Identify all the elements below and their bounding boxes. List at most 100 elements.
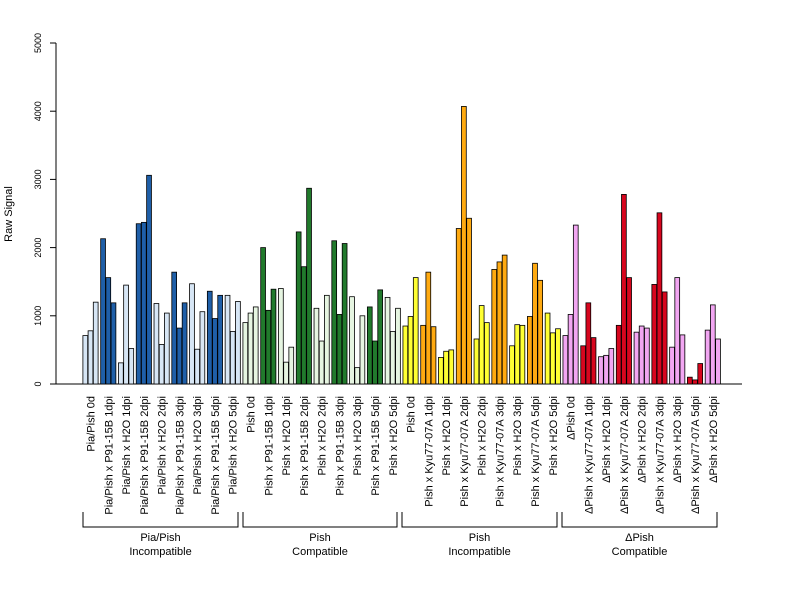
- bar: [359, 315, 366, 385]
- group-label-line1: Pish: [469, 532, 490, 544]
- x-tick-label: Pia/Pish x H2O 3dpi: [192, 396, 204, 494]
- bar: [626, 277, 632, 385]
- bar: [473, 338, 480, 385]
- bar: [484, 322, 490, 385]
- bar: [164, 312, 170, 385]
- x-tick-label: ΔPish x H2O 1dpi: [601, 396, 613, 483]
- group-label-line2: Compatible: [612, 546, 668, 558]
- bar: [265, 309, 272, 385]
- bar: [514, 324, 521, 385]
- bar: [336, 314, 343, 385]
- group-label-line1: ΔPish: [625, 532, 654, 544]
- bar: [443, 350, 449, 385]
- x-tick-label: Pish x Kyu77-07A 3dpi: [494, 396, 506, 507]
- bar: [395, 307, 401, 385]
- bar: [194, 348, 200, 385]
- bar: [585, 302, 592, 385]
- bar: [661, 291, 668, 385]
- bar: [105, 277, 112, 385]
- bar: [448, 349, 455, 385]
- bar: [301, 266, 307, 385]
- bar: [674, 277, 681, 385]
- bar: [532, 262, 538, 385]
- bar: [384, 296, 391, 385]
- bar: [295, 231, 302, 385]
- bar: [306, 187, 312, 385]
- bar: [496, 261, 503, 385]
- bar: [425, 271, 432, 385]
- x-tick-label: Pish x P91-15B 1dpi: [263, 396, 275, 496]
- group-label-line2: Incompatible: [129, 546, 191, 558]
- bar: [692, 379, 698, 385]
- x-tick-label: Pish x Kyu77-07A 2dpi: [459, 396, 471, 507]
- bars-layer: [56, 106, 742, 385]
- bar: [430, 326, 437, 385]
- x-tick-label: Pish x Kyu77-07A 5dpi: [530, 396, 542, 507]
- y-tick-label: 1000: [33, 306, 43, 326]
- bar: [687, 376, 693, 385]
- bar: [598, 356, 604, 385]
- bar: [313, 307, 320, 385]
- bar: [478, 305, 485, 385]
- bar: [206, 290, 213, 385]
- x-tick-label: Pish x P91-15B 3dpi: [334, 396, 346, 496]
- x-tick-label: Pish x H2O 2dpi: [477, 396, 489, 475]
- group-label-line1: Pish: [309, 532, 330, 544]
- x-tick-label: ΔPish x Kyu77-07A 5dpi: [690, 396, 702, 514]
- x-tick-label: Pish x P91-15B 2dpi: [299, 396, 311, 496]
- bar: [562, 335, 569, 385]
- bar: [288, 346, 295, 385]
- bar: [638, 325, 645, 385]
- y-axis-label: Raw Signal: [3, 186, 15, 242]
- bar: [260, 247, 266, 385]
- bar: [229, 331, 236, 385]
- group-bracket: [242, 512, 398, 528]
- x-tick-label: Pish x H2O 1dpi: [441, 396, 453, 475]
- bar: [146, 174, 152, 385]
- x-tick-label: Pia/Pish x H2O 1dpi: [121, 396, 133, 494]
- x-tick-label: ΔPish x H2O 3dpi: [672, 396, 684, 483]
- bar: [181, 302, 188, 385]
- bar: [651, 284, 658, 385]
- bar: [603, 354, 609, 385]
- x-tick-label: Pish x H2O 2dpi: [317, 396, 329, 475]
- bar: [549, 332, 556, 385]
- x-tick-label: Pish x P91-15B 5dpi: [370, 396, 382, 496]
- bar: [555, 328, 561, 385]
- bar: [217, 294, 223, 385]
- bar: [224, 294, 231, 385]
- x-tick-label: ΔPish x Kyu77-07A 2dpi: [619, 396, 631, 514]
- x-tick-label: Pish x H2O 5dpi: [388, 396, 400, 475]
- bar: [278, 288, 284, 385]
- bar: [537, 279, 543, 385]
- bar: [372, 340, 378, 385]
- x-tick-label: ΔPish x Kyu77-07A 3dpi: [654, 396, 666, 514]
- bar: [242, 322, 249, 385]
- bar: [466, 217, 472, 385]
- bar: [608, 348, 615, 385]
- x-tick-label: Pish 0d: [406, 396, 418, 433]
- group-bracket: [561, 512, 718, 528]
- bar: [92, 301, 99, 385]
- bar: [128, 348, 135, 385]
- x-tick-label: Pia/Pish x P91-15B 3dpi: [174, 396, 186, 515]
- x-tick-label: Pish x Kyu77-07A 1dpi: [423, 396, 435, 507]
- bar: [377, 289, 383, 385]
- bar: [615, 324, 622, 385]
- x-tick-label: Pish x H2O 3dpi: [352, 396, 364, 475]
- x-tick-label: Pia/Pish x H2O 5dpi: [228, 396, 240, 494]
- bar: [633, 331, 640, 385]
- group-bracket: [401, 512, 558, 528]
- bar: [455, 228, 462, 385]
- x-tick-label: Pish x H2O 5dpi: [548, 396, 560, 475]
- bar: [438, 357, 444, 385]
- bar: [235, 301, 241, 385]
- bar: [153, 303, 160, 385]
- bar: [366, 306, 373, 385]
- x-tick-label: ΔPish 0d: [566, 396, 578, 440]
- bar: [118, 362, 124, 385]
- bar: [252, 306, 259, 385]
- x-tick-label: Pia/Pish 0d: [86, 396, 98, 452]
- bar: [412, 277, 419, 385]
